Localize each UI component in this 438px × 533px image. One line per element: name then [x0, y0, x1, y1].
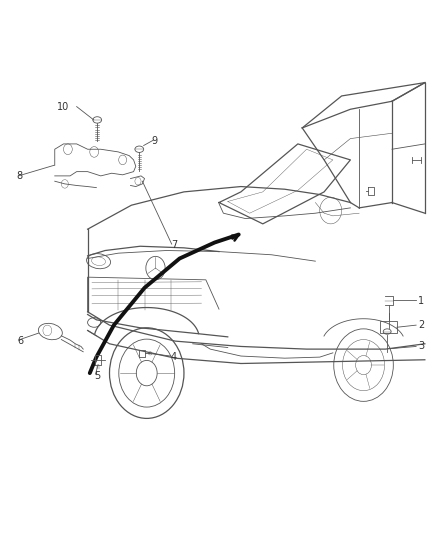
Text: 3: 3 [418, 342, 424, 351]
Text: 1: 1 [418, 296, 424, 306]
Text: 7: 7 [171, 240, 177, 250]
Text: 8: 8 [17, 171, 23, 181]
Text: 5: 5 [94, 371, 100, 381]
Text: 6: 6 [18, 336, 24, 346]
Text: 9: 9 [151, 136, 157, 146]
Text: 2: 2 [418, 320, 424, 330]
Text: 10: 10 [57, 102, 69, 111]
Text: 4: 4 [171, 352, 177, 362]
